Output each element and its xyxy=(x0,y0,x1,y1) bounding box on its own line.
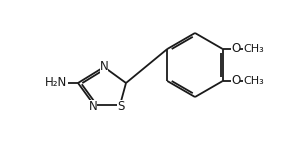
Text: H₂N: H₂N xyxy=(45,77,67,89)
Text: S: S xyxy=(117,100,125,113)
Text: CH₃: CH₃ xyxy=(243,76,264,86)
Text: O: O xyxy=(231,74,240,87)
Text: CH₃: CH₃ xyxy=(243,44,264,54)
Text: O: O xyxy=(231,42,240,55)
Text: N: N xyxy=(88,100,97,113)
Text: N: N xyxy=(100,60,108,73)
